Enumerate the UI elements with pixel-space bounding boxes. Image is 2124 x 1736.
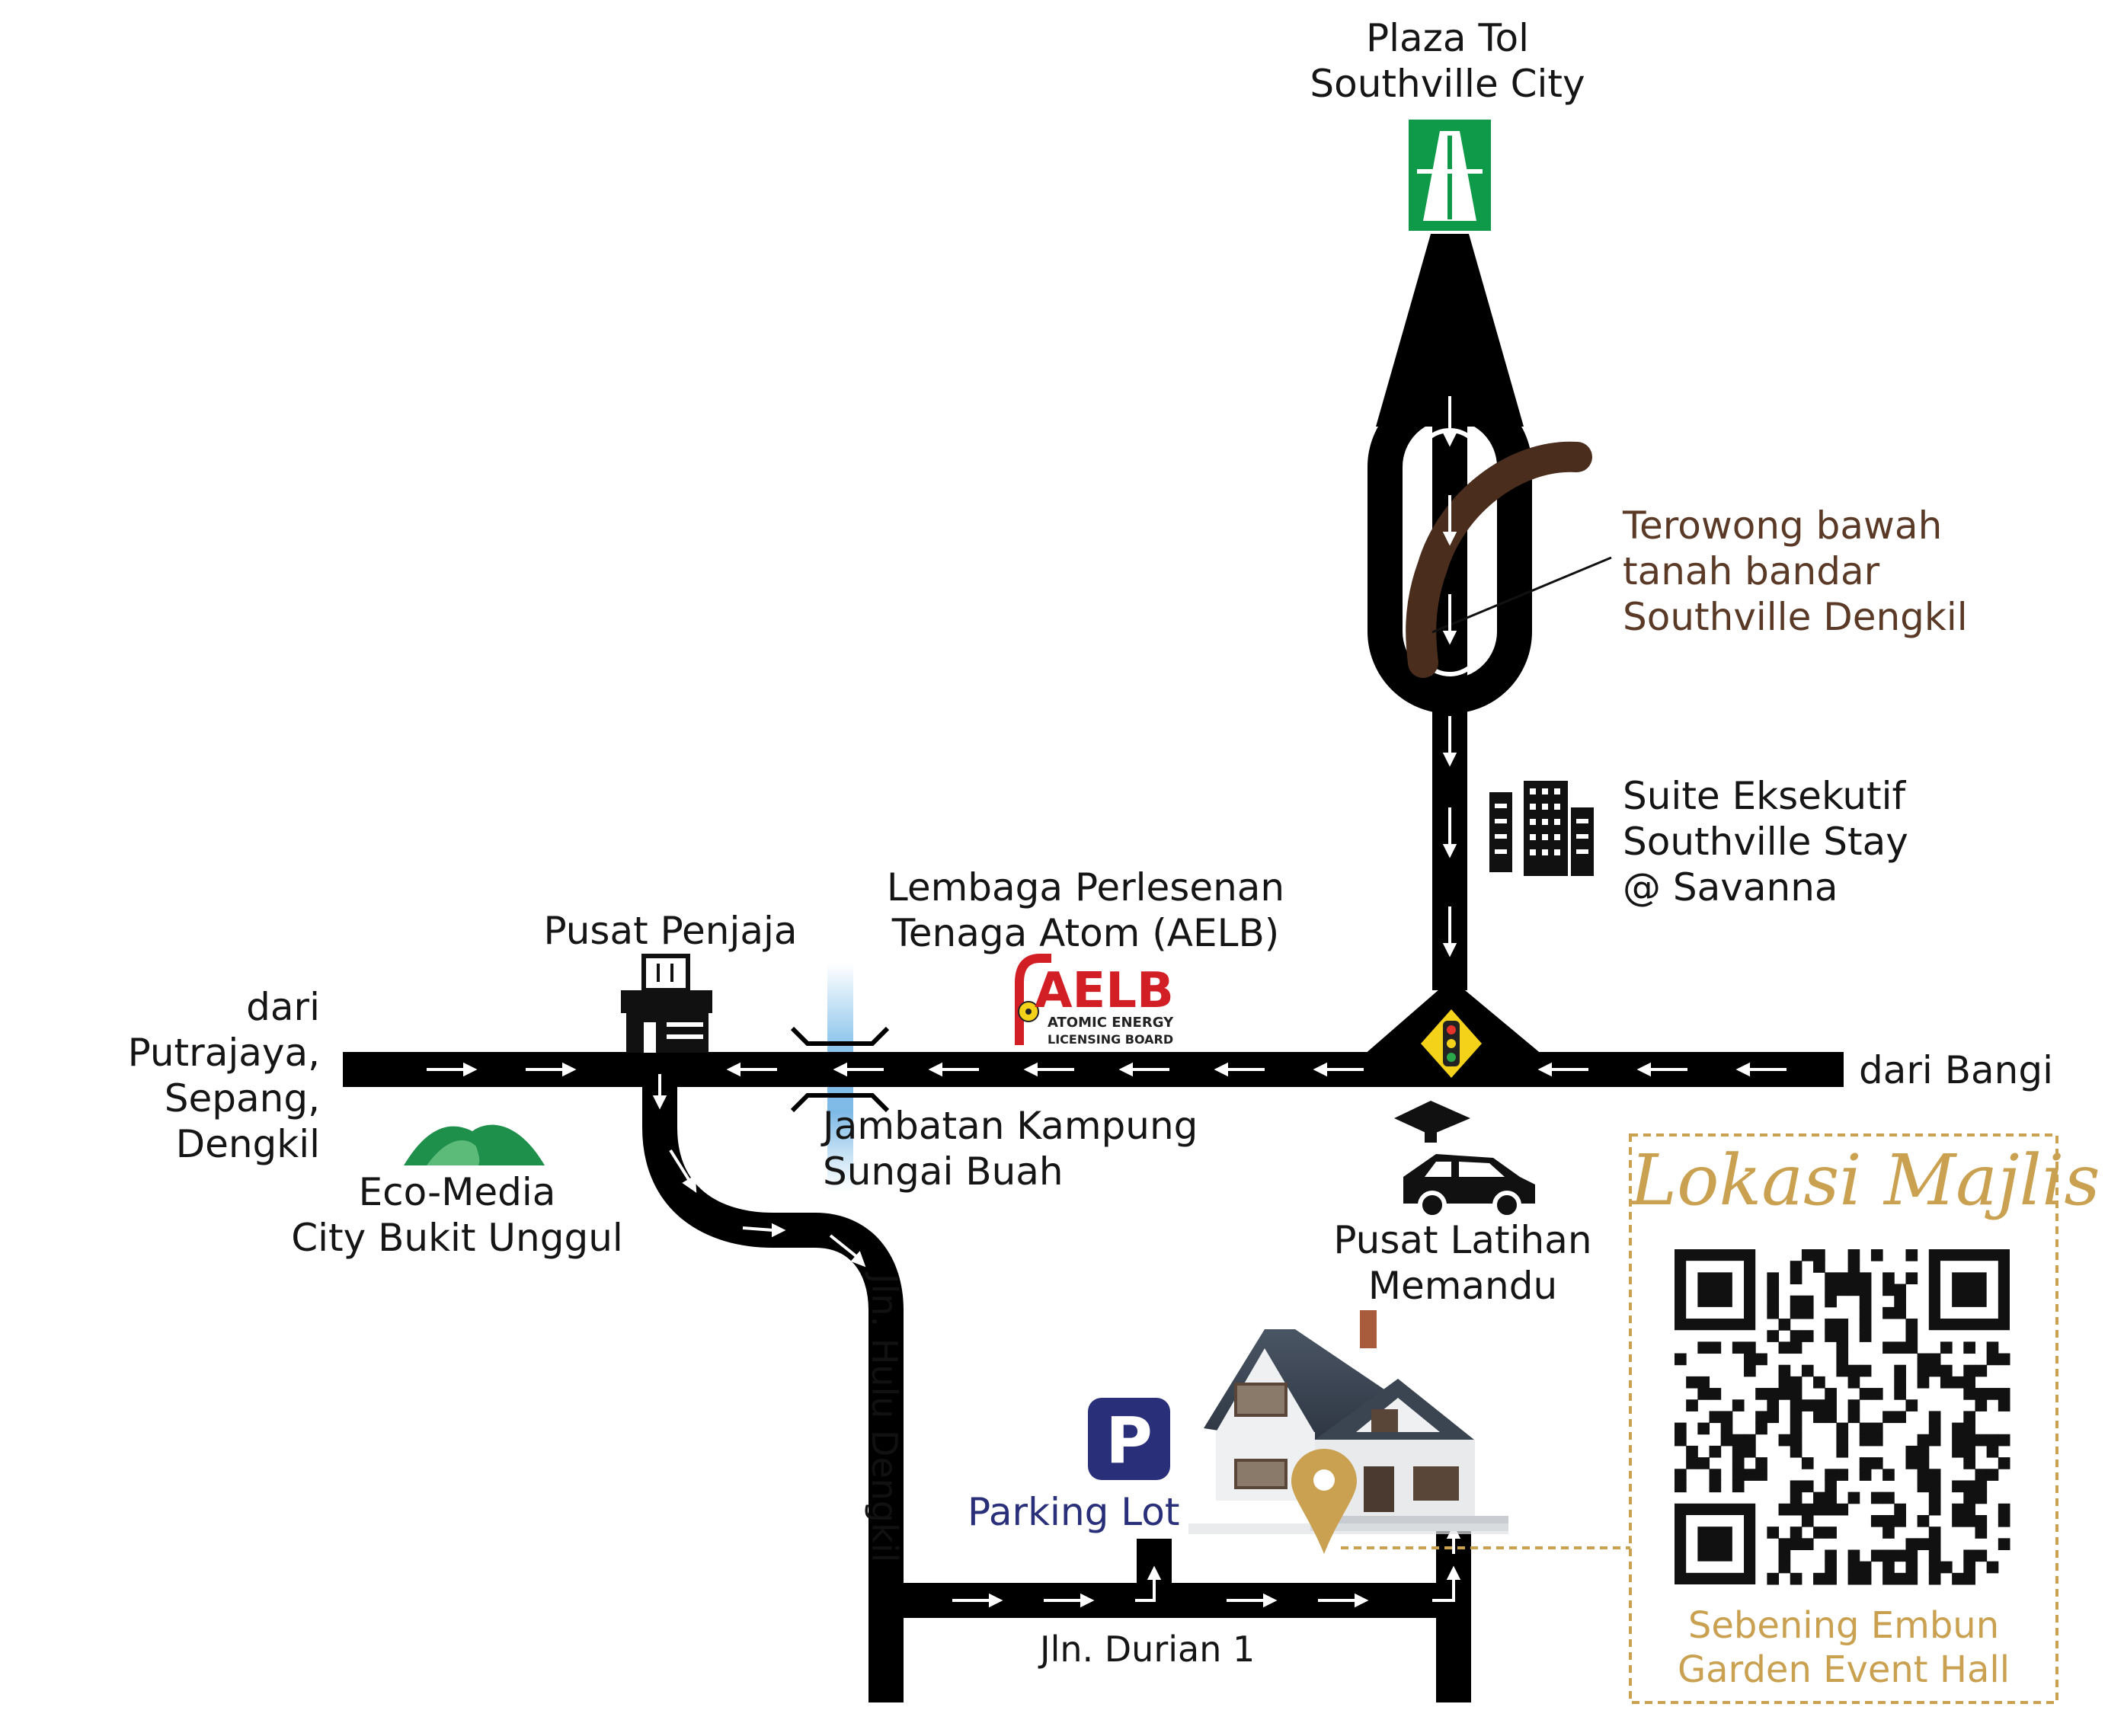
aelb-logo: AELB ATOMIC ENERGY LICENSING BOARD (1015, 954, 1174, 1047)
label-road-hulu-dengkil: Jln. Hulu Dengkil (864, 1274, 905, 1563)
label-tunnel: Terowong bawah tanah bandar Southville D… (1623, 503, 1968, 640)
parking-sign-letter: P (1105, 1403, 1153, 1478)
label-from-west: dari Putrajaya, Sepang, Dengkil (107, 984, 320, 1167)
location-pin-icon (1291, 1449, 1357, 1554)
aelb-logo-line1: ATOMIC ENERGY (1048, 1015, 1174, 1031)
label-eco-media-line2: City Bukit Unggul (291, 1216, 623, 1260)
tunnel-path (1406, 441, 1592, 678)
parking-icon: P (1088, 1398, 1170, 1480)
venue-card-title: Lokasi Majlis (1630, 1140, 2100, 1221)
label-driving-school-line1: Pusat Latihan (1333, 1218, 1592, 1262)
label-driving-school: Pusat Latihan Memandu (1318, 1217, 1607, 1309)
label-driving-school-line2: Memandu (1367, 1264, 1558, 1308)
local-road-arrows (652, 1074, 1461, 1608)
label-bridge: Jambatan Kampung Sungai Buah (823, 1103, 1198, 1194)
venue-name-line1: Sebening Embun (1687, 1604, 2000, 1647)
driving-school-car-icon (1394, 1101, 1535, 1220)
label-aelb-line1: Lembaga Perlesenan (886, 865, 1285, 910)
label-from-west-line1: dari (246, 985, 320, 1029)
label-eco-media-line1: Eco-Media (358, 1170, 556, 1214)
label-suite-line3: @ Savanna (1623, 865, 1838, 910)
label-suite-line1: Suite Eksekutif (1623, 774, 1906, 818)
venue-card-name: Sebening Embun Garden Event Hall (1630, 1603, 2057, 1692)
aelb-logo-line2: LICENSING BOARD (1048, 1032, 1173, 1047)
label-parking: Parking Lot (968, 1490, 1180, 1534)
food-stall-icon (621, 954, 712, 1053)
label-suite-line2: Southville Stay (1623, 820, 1908, 864)
venue-card-border (1629, 1133, 2058, 1704)
label-tunnel-line1: Terowong bawah (1623, 504, 1943, 548)
tunnel-pointer-line (1431, 556, 1612, 634)
bridge-icon (790, 1026, 890, 1113)
label-from-west-line2: Putrajaya, (127, 1031, 320, 1075)
label-toll-plaza: Plaza Tol Southville City (1295, 15, 1600, 107)
label-from-west-line3: Sepang, (164, 1076, 320, 1121)
label-toll-plaza-line2: Southville City (1310, 62, 1585, 106)
label-toll-plaza-line1: Plaza Tol (1366, 16, 1529, 60)
green-hills-icon (404, 1124, 545, 1165)
label-hawker-line1: Pusat Penjaja (543, 909, 798, 953)
label-aelb-line2: Tenaga Atom (AELB) (891, 911, 1280, 955)
label-hawker: Pusat Penjaja (533, 908, 808, 954)
highway-toll-icon (1406, 117, 1494, 234)
house-icon (1188, 1310, 1508, 1534)
traffic-light-icon (1421, 1009, 1482, 1078)
label-bridge-line2: Sungai Buah (823, 1149, 1064, 1194)
office-building-icon (1489, 781, 1594, 876)
label-tunnel-line2: tanah bandar (1623, 549, 1880, 593)
label-from-west-line4: Dengkil (175, 1122, 320, 1166)
label-bridge-line1: Jambatan Kampung (823, 1104, 1198, 1148)
label-aelb: Lembaga Perlesenan Tenaga Atom (AELB) (876, 865, 1295, 956)
aelb-logo-letters: AELB (1035, 963, 1174, 1019)
label-road-durian: Jln. Durian 1 (1040, 1629, 1256, 1670)
qr-code-icon[interactable] (1675, 1249, 2010, 1585)
label-from-east: dari Bangi (1859, 1047, 2053, 1093)
main-road-arrows (427, 1062, 1787, 1077)
label-eco-media: Eco-Media City Bukit Unggul (282, 1169, 632, 1261)
highway-arrows (1442, 396, 1457, 958)
label-suite: Suite Eksekutif Southville Stay @ Savann… (1623, 773, 1908, 910)
label-from-east-line1: dari Bangi (1859, 1048, 2053, 1092)
venue-name-line2: Garden Event Hall (1677, 1648, 2010, 1691)
label-tunnel-line3: Southville Dengkil (1623, 595, 1968, 639)
